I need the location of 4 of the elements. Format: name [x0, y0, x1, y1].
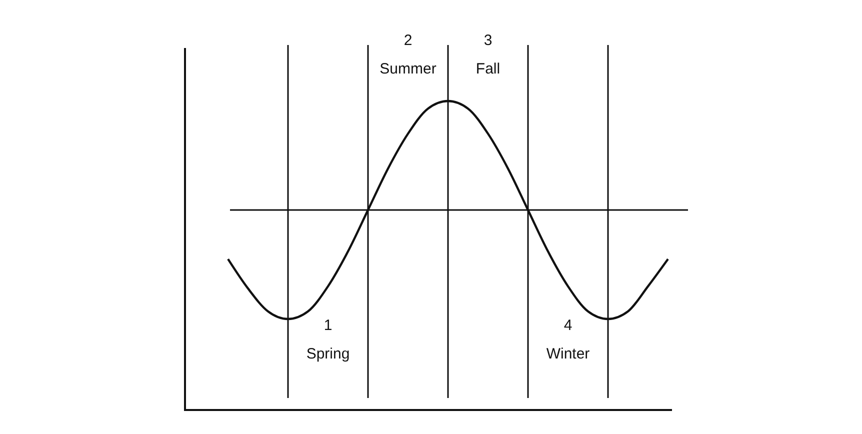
text: 2 Summer: [380, 32, 436, 78]
text: 3 Fall: [476, 32, 500, 78]
annotation: 4 Winter: [546, 317, 590, 362]
annotation: 1 Spring: [306, 317, 350, 362]
